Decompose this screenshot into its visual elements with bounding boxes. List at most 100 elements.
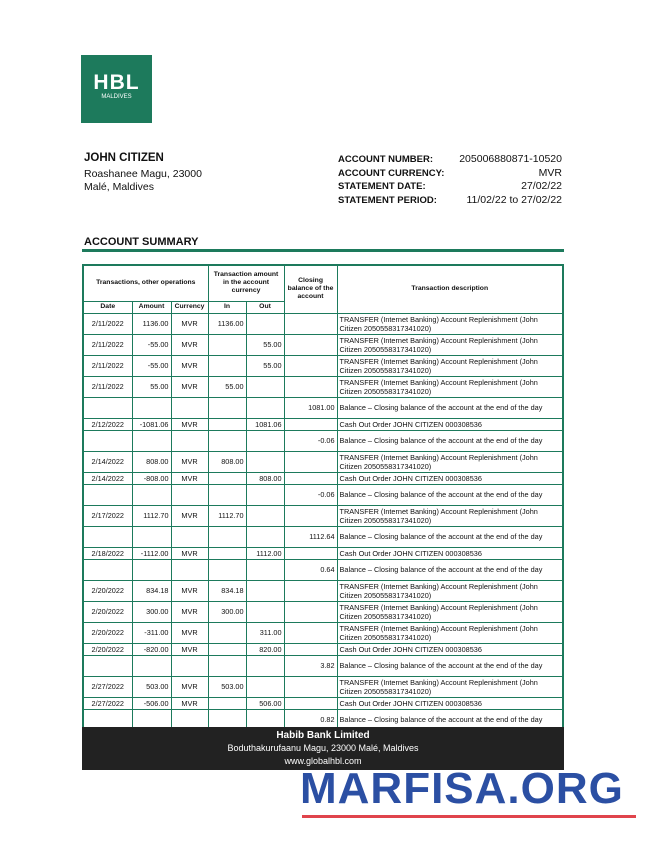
description: Balance – Closing balance of the account… bbox=[336, 483, 564, 506]
column-header: Date bbox=[82, 300, 133, 314]
table-row: -0.06 Balance – Closing balance of the ac… bbox=[82, 429, 564, 452]
closing-balance: 0.64 bbox=[283, 558, 338, 581]
closing-balance: 1112.64 bbox=[283, 525, 338, 548]
amount: -311.00 bbox=[131, 621, 172, 644]
amount bbox=[131, 396, 172, 419]
in bbox=[207, 558, 247, 581]
in: 55.00 bbox=[207, 375, 247, 398]
closing-balance bbox=[283, 696, 338, 710]
description: Cash Out Order JOHN CITIZEN 000308536 bbox=[336, 471, 564, 485]
out: 1112.00 bbox=[245, 546, 285, 560]
column-header: Out bbox=[245, 300, 285, 314]
table-row: 2/11/2022 55.00 MVR 55.00 TRANSFER (Internet… bbox=[82, 375, 564, 398]
logo: HBL MALDIVES bbox=[81, 55, 152, 123]
table-row: 2/27/2022 503.00 MVR 503.00 TRANSFER (Intern… bbox=[82, 675, 564, 698]
description: Cash Out Order JOHN CITIZEN 000308536 bbox=[336, 546, 564, 560]
date: 2/27/2022 bbox=[82, 675, 133, 698]
currency: MVR bbox=[170, 312, 209, 335]
currency bbox=[170, 558, 209, 581]
date: 2/20/2022 bbox=[82, 642, 133, 656]
currency: MVR bbox=[170, 579, 209, 602]
logo-subtext: MALDIVES bbox=[101, 94, 132, 100]
account-label: ACCOUNT CURRENCY: bbox=[338, 167, 445, 179]
in bbox=[207, 429, 247, 452]
in bbox=[207, 471, 247, 485]
date: 2/11/2022 bbox=[82, 333, 133, 356]
in bbox=[207, 696, 247, 710]
date: 2/11/2022 bbox=[82, 312, 133, 335]
group-header: Transaction amount in the account curren… bbox=[207, 264, 285, 302]
currency: MVR bbox=[170, 450, 209, 473]
out: 311.00 bbox=[245, 621, 285, 644]
out bbox=[245, 450, 285, 473]
out bbox=[245, 429, 285, 452]
date: 2/17/2022 bbox=[82, 504, 133, 527]
closing-balance bbox=[283, 375, 338, 398]
table-row: 0.64 Balance – Closing balance of the acc… bbox=[82, 558, 564, 581]
description: Cash Out Order JOHN CITIZEN 000308536 bbox=[336, 417, 564, 431]
account-value: 205006880871-10520 bbox=[459, 153, 562, 165]
description: TRANSFER (Internet Banking) Account Repl… bbox=[336, 621, 564, 644]
description: Balance – Closing balance of the account… bbox=[336, 558, 564, 581]
description: Balance – Closing balance of the account… bbox=[336, 654, 564, 677]
currency: MVR bbox=[170, 333, 209, 356]
table-row: 2/11/2022 -55.00 MVR 55.00 TRANSFER (Interne… bbox=[82, 333, 564, 356]
watermark: MARFISA.ORG bbox=[300, 764, 624, 813]
amount: -55.00 bbox=[131, 333, 172, 356]
closing-balance bbox=[283, 354, 338, 377]
table-row: 2/18/2022 -1112.00 MVR 1112.00 Cash Out Orde… bbox=[82, 546, 564, 560]
amount: 834.18 bbox=[131, 579, 172, 602]
closing-balance: -0.06 bbox=[283, 429, 338, 452]
out bbox=[245, 675, 285, 698]
currency: MVR bbox=[170, 504, 209, 527]
group-header: Transaction description bbox=[336, 264, 564, 314]
date: 2/20/2022 bbox=[82, 621, 133, 644]
description: Balance – Closing balance of the account… bbox=[336, 525, 564, 548]
closing-balance bbox=[283, 621, 338, 644]
currency bbox=[170, 483, 209, 506]
in bbox=[207, 525, 247, 548]
description: TRANSFER (Internet Banking) Account Repl… bbox=[336, 600, 564, 623]
table-row: 2/14/2022 808.00 MVR 808.00 TRANSFER (Intern… bbox=[82, 450, 564, 473]
table-row: 2/20/2022 300.00 MVR 300.00 TRANSFER (Intern… bbox=[82, 600, 564, 623]
description: Cash Out Order JOHN CITIZEN 000308536 bbox=[336, 696, 564, 710]
closing-balance: -0.06 bbox=[283, 483, 338, 506]
date bbox=[82, 654, 133, 677]
closing-balance bbox=[283, 504, 338, 527]
column-header: Amount bbox=[131, 300, 172, 314]
account-value: 27/02/22 bbox=[521, 180, 562, 192]
in bbox=[207, 621, 247, 644]
currency: MVR bbox=[170, 642, 209, 656]
closing-balance bbox=[283, 546, 338, 560]
out: 506.00 bbox=[245, 696, 285, 710]
transactions-table: Transactions, other operations Transacti… bbox=[82, 264, 564, 731]
closing-balance: 3.82 bbox=[283, 654, 338, 677]
closing-balance: 1081.00 bbox=[283, 396, 338, 419]
footer: Habib Bank Limited Boduthakurufaanu Magu… bbox=[82, 727, 564, 770]
in: 834.18 bbox=[207, 579, 247, 602]
closing-balance bbox=[283, 579, 338, 602]
table-row: 2/20/2022 834.18 MVR 834.18 TRANSFER (Intern… bbox=[82, 579, 564, 602]
description: Balance – Closing balance of the account… bbox=[336, 396, 564, 419]
date: 2/20/2022 bbox=[82, 579, 133, 602]
out: 55.00 bbox=[245, 333, 285, 356]
date bbox=[82, 558, 133, 581]
amount: 55.00 bbox=[131, 375, 172, 398]
date: 2/14/2022 bbox=[82, 471, 133, 485]
out bbox=[245, 375, 285, 398]
account-value: MVR bbox=[538, 166, 562, 179]
amount: 1136.00 bbox=[131, 312, 172, 335]
amount: -55.00 bbox=[131, 354, 172, 377]
table-row: 2/14/2022 -808.00 MVR 808.00 Cash Out Order … bbox=[82, 471, 564, 485]
description: TRANSFER (Internet Banking) Account Repl… bbox=[336, 675, 564, 698]
closing-balance bbox=[283, 675, 338, 698]
table-row: 2/17/2022 1112.70 MVR 1112.70 TRANSFER (Inte… bbox=[82, 504, 564, 527]
currency bbox=[170, 429, 209, 452]
currency bbox=[170, 525, 209, 548]
logo-text: HBL bbox=[93, 71, 140, 94]
footer-bank: Habib Bank Limited bbox=[276, 730, 370, 741]
in bbox=[207, 396, 247, 419]
date bbox=[82, 483, 133, 506]
currency: MVR bbox=[170, 696, 209, 710]
in: 1112.70 bbox=[207, 504, 247, 527]
